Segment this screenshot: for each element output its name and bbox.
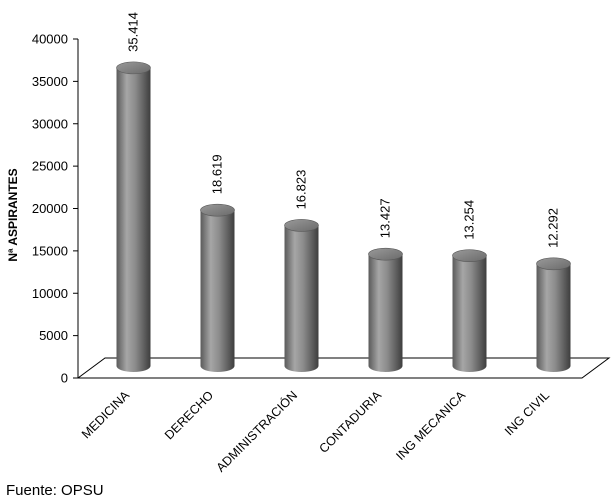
bar-body [536, 263, 571, 372]
y-tick-label: 20000 [32, 201, 68, 216]
data-label: 13.427 [378, 198, 393, 238]
x-tick-label: CONTADURIA [316, 388, 384, 456]
bar-body [368, 254, 403, 372]
bar-body [116, 67, 151, 373]
x-tick-label: DERECHO [162, 388, 216, 442]
y-axis-label: Nª ASPIRANTES [6, 168, 20, 261]
x-tick-label: ING MECANICA [393, 388, 468, 463]
bar-top [284, 219, 319, 232]
data-label: 16.823 [294, 170, 309, 210]
bar-top [452, 249, 487, 262]
bar-top [536, 257, 571, 271]
bar-top [116, 61, 151, 75]
data-label: 12.292 [546, 208, 561, 248]
x-tick-label: ADMINISTRACIÓN [213, 388, 300, 475]
chart-floor [76, 357, 611, 379]
x-tick-label: ING CIVIL [502, 388, 552, 438]
bar [116, 61, 151, 373]
y-tick-label: 40000 [32, 32, 68, 47]
bar [452, 249, 487, 372]
data-label: 35.414 [126, 12, 141, 52]
y-tick-label: 25000 [32, 159, 68, 174]
x-tick-label: MEDICINA [79, 388, 133, 442]
data-label: 18.619 [210, 154, 225, 194]
labels: 35.414 MEDICINA 18.619 DERECHO 16.823 ADMINIS… [79, 12, 561, 475]
bar-body [284, 225, 319, 372]
source-note: Fuente: OPSU [6, 482, 104, 499]
y-tick-label: 10000 [32, 286, 68, 301]
y-tick-label: 0 [61, 371, 68, 386]
y-tick-label: 5000 [39, 328, 68, 343]
bar-top [368, 247, 403, 261]
y-tick-label: 15000 [32, 243, 68, 258]
y-tick-label: 35000 [32, 74, 68, 89]
bar [536, 257, 571, 372]
y-tick-label: 30000 [32, 116, 68, 131]
bar-body [452, 255, 487, 372]
data-label: 13.254 [462, 200, 477, 240]
bars [116, 61, 571, 373]
bar [284, 219, 319, 372]
bar-body [200, 210, 235, 372]
bar [368, 247, 403, 372]
bar-top [200, 203, 235, 217]
bar [200, 203, 235, 372]
